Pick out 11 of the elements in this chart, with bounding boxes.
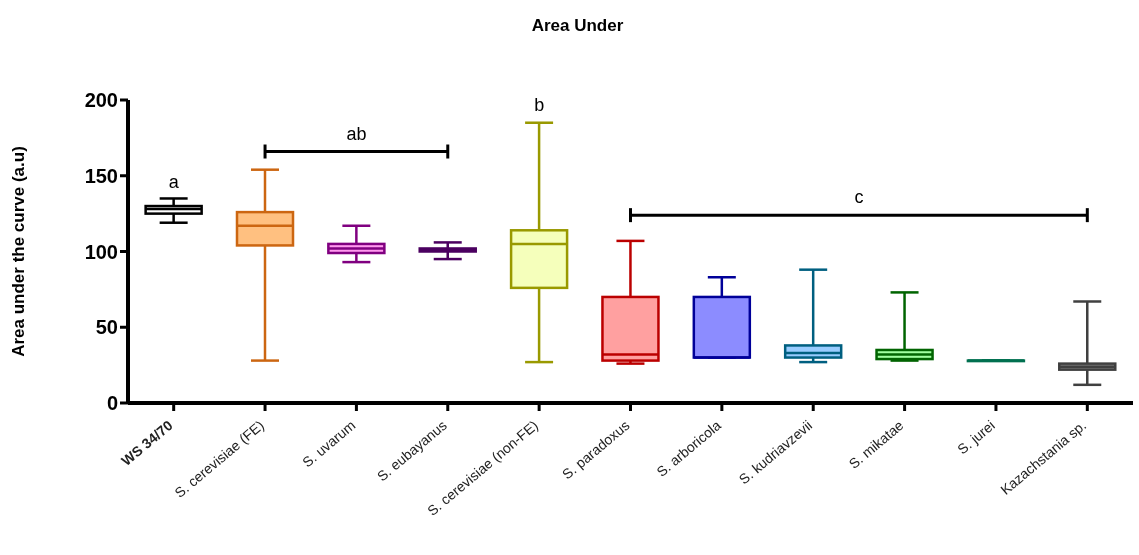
annotation: b: [534, 94, 545, 115]
y-tick-label: 0: [106, 392, 118, 415]
y-tick-label: 150: [84, 164, 118, 187]
y-tick-label: 50: [95, 316, 118, 339]
y-tick-label: 200: [84, 89, 118, 112]
annotation: c: [854, 187, 864, 208]
annotation: a: [168, 171, 180, 192]
y-tick-label: 100: [84, 240, 118, 263]
chart-title: Area Under: [530, 16, 625, 36]
y-axis-title: Area under the curve (a.u): [9, 146, 29, 357]
annotation: ab: [346, 123, 367, 144]
